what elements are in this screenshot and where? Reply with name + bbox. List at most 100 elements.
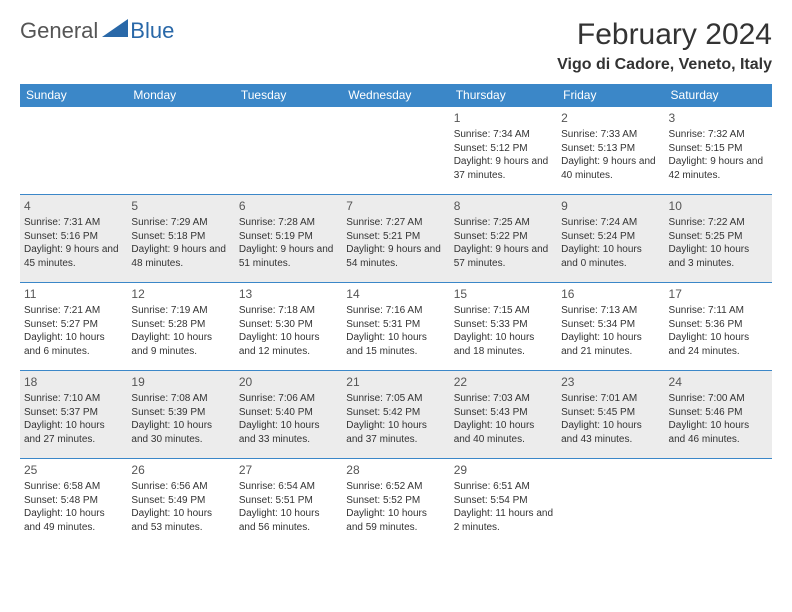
day-number: 18 [24, 374, 123, 390]
week-row: 25Sunrise: 6:58 AMSunset: 5:48 PMDayligh… [20, 459, 772, 547]
day-cell: 17 Sunrise: 7:11 AMSunset: 5:36 PMDayligh… [665, 283, 772, 371]
day-cell: 13Sunrise: 7:18 AMSunset: 5:30 PMDayligh… [235, 283, 342, 371]
sunset-line: Sunset: 5:54 PM [454, 494, 553, 508]
day-number: 19 [131, 374, 230, 390]
daylight-line: Daylight: 10 hours and 30 minutes. [131, 419, 230, 446]
week-row: 11Sunrise: 7:21 AMSunset: 5:27 PMDayligh… [20, 283, 772, 371]
sunrise-line: Sunrise: 7:33 AM [561, 128, 660, 142]
daylight-line: Daylight: 10 hours and 12 minutes. [239, 331, 338, 358]
sunrise-line: Sunrise: 7:25 AM [454, 216, 553, 230]
sunset-line: Sunset: 5:51 PM [239, 494, 338, 508]
day-number: 20 [239, 374, 338, 390]
week-row: 1Sunrise: 7:34 AMSunset: 5:12 PMDaylight… [20, 107, 772, 195]
calendar-table: SundayMondayTuesdayWednesdayThursdayFrid… [20, 84, 772, 547]
day-number: 25 [24, 462, 123, 478]
day-number: 22 [454, 374, 553, 390]
day-number: 23 [561, 374, 660, 390]
sunset-line: Sunset: 5:30 PM [239, 318, 338, 332]
day-cell: 7Sunrise: 7:27 AMSunset: 5:21 PMDaylight… [342, 195, 449, 283]
sunrise-line: Sunrise: 7:08 AM [131, 392, 230, 406]
daylight-line: Daylight: 10 hours and 53 minutes. [131, 507, 230, 534]
sunrise-line: Sunrise: 7:22 AM [669, 216, 768, 230]
day-cell: 22Sunrise: 7:03 AMSunset: 5:43 PMDayligh… [450, 371, 557, 459]
empty-cell [342, 107, 449, 195]
sunset-line: Sunset: 5:27 PM [24, 318, 123, 332]
logo-text-general: General [20, 18, 98, 44]
day-number: 4 [24, 198, 123, 214]
day-cell: 19 Sunrise: 7:08 AMSunset: 5:39 PMDayligh… [127, 371, 234, 459]
daylight-line: Daylight: 10 hours and 56 minutes. [239, 507, 338, 534]
day-header: Friday [557, 84, 664, 107]
daylight-line: Daylight: 10 hours and 15 minutes. [346, 331, 445, 358]
sunset-line: Sunset: 5:18 PM [131, 230, 230, 244]
day-cell: 2Sunrise: 7:33 AMSunset: 5:13 PMDaylight… [557, 107, 664, 195]
day-number: 7 [346, 198, 445, 214]
sunrise-line: Sunrise: 7:00 AM [669, 392, 768, 406]
day-number: 10 [669, 198, 768, 214]
day-header: Sunday [20, 84, 127, 107]
empty-cell [235, 107, 342, 195]
day-number: 12 [131, 286, 230, 302]
sunrise-line: Sunrise: 7:16 AM [346, 304, 445, 318]
sunrise-line: Sunrise: 6:52 AM [346, 480, 445, 494]
sunrise-line: Sunrise: 7:24 AM [561, 216, 660, 230]
sunrise-line: Sunrise: 7:19 AM [131, 304, 230, 318]
day-cell: 3Sunrise: 7:32 AMSunset: 5:15 PMDaylight… [665, 107, 772, 195]
daylight-line: Daylight: 10 hours and 37 minutes. [346, 419, 445, 446]
daylight-line: Daylight: 10 hours and 0 minutes. [561, 243, 660, 270]
week-row: 4Sunrise: 7:31 AMSunset: 5:16 PMDaylight… [20, 195, 772, 283]
day-cell: 5Sunrise: 7:29 AMSunset: 5:18 PMDaylight… [127, 195, 234, 283]
daylight-line: Daylight: 10 hours and 40 minutes. [454, 419, 553, 446]
month-title: February 2024 [557, 18, 772, 52]
sunset-line: Sunset: 5:31 PM [346, 318, 445, 332]
day-number: 1 [454, 110, 553, 126]
day-number: 14 [346, 286, 445, 302]
day-cell: 12Sunrise: 7:19 AMSunset: 5:28 PMDayligh… [127, 283, 234, 371]
empty-cell [665, 459, 772, 547]
sunrise-line: Sunrise: 7:28 AM [239, 216, 338, 230]
daylight-line: Daylight: 10 hours and 43 minutes. [561, 419, 660, 446]
day-cell: 4Sunrise: 7:31 AMSunset: 5:16 PMDaylight… [20, 195, 127, 283]
day-number: 27 [239, 462, 338, 478]
day-cell: 14 Sunrise: 7:16 AMSunset: 5:31 PMDayligh… [342, 283, 449, 371]
day-number: 17 [669, 286, 768, 302]
daylight-line: Daylight: 10 hours and 49 minutes. [24, 507, 123, 534]
sunrise-line: Sunrise: 7:03 AM [454, 392, 553, 406]
day-cell: 24Sunrise: 7:00 AMSunset: 5:46 PMDayligh… [665, 371, 772, 459]
sunset-line: Sunset: 5:39 PM [131, 406, 230, 420]
sunset-line: Sunset: 5:36 PM [669, 318, 768, 332]
sunrise-line: Sunrise: 6:58 AM [24, 480, 123, 494]
sunrise-line: Sunrise: 7:01 AM [561, 392, 660, 406]
day-cell: 6Sunrise: 7:28 AMSunset: 5:19 PMDaylight… [235, 195, 342, 283]
sunset-line: Sunset: 5:16 PM [24, 230, 123, 244]
daylight-line: Daylight: 9 hours and 45 minutes. [24, 243, 123, 270]
sunrise-line: Sunrise: 7:32 AM [669, 128, 768, 142]
week-row: 18Sunrise: 7:10 AMSunset: 5:37 PMDayligh… [20, 371, 772, 459]
daylight-line: Daylight: 10 hours and 46 minutes. [669, 419, 768, 446]
daylight-line: Daylight: 10 hours and 9 minutes. [131, 331, 230, 358]
daylight-line: Daylight: 10 hours and 3 minutes. [669, 243, 768, 270]
day-number: 8 [454, 198, 553, 214]
sunrise-line: Sunrise: 7:11 AM [669, 304, 768, 318]
daylight-line: Daylight: 10 hours and 21 minutes. [561, 331, 660, 358]
sunset-line: Sunset: 5:19 PM [239, 230, 338, 244]
logo-text-blue: Blue [130, 18, 174, 44]
sunrise-line: Sunrise: 6:56 AM [131, 480, 230, 494]
day-cell: 21Sunrise: 7:05 AMSunset: 5:42 PMDayligh… [342, 371, 449, 459]
day-cell: 25 Sunrise: 6:58 AMSunset: 5:48 PMDayligh… [20, 459, 127, 547]
daylight-line: Daylight: 10 hours and 24 minutes. [669, 331, 768, 358]
daylight-line: Daylight: 9 hours and 42 minutes. [669, 155, 768, 182]
day-cell: 18Sunrise: 7:10 AMSunset: 5:37 PMDayligh… [20, 371, 127, 459]
sunset-line: Sunset: 5:45 PM [561, 406, 660, 420]
day-header: Wednesday [342, 84, 449, 107]
daylight-line: Daylight: 9 hours and 48 minutes. [131, 243, 230, 270]
day-header-row: SundayMondayTuesdayWednesdayThursdayFrid… [20, 84, 772, 107]
day-number: 5 [131, 198, 230, 214]
sunset-line: Sunset: 5:34 PM [561, 318, 660, 332]
day-number: 26 [131, 462, 230, 478]
day-cell: 9Sunrise: 7:24 AMSunset: 5:24 PMDaylight… [557, 195, 664, 283]
day-number: 2 [561, 110, 660, 126]
day-number: 24 [669, 374, 768, 390]
day-number: 9 [561, 198, 660, 214]
sunset-line: Sunset: 5:48 PM [24, 494, 123, 508]
